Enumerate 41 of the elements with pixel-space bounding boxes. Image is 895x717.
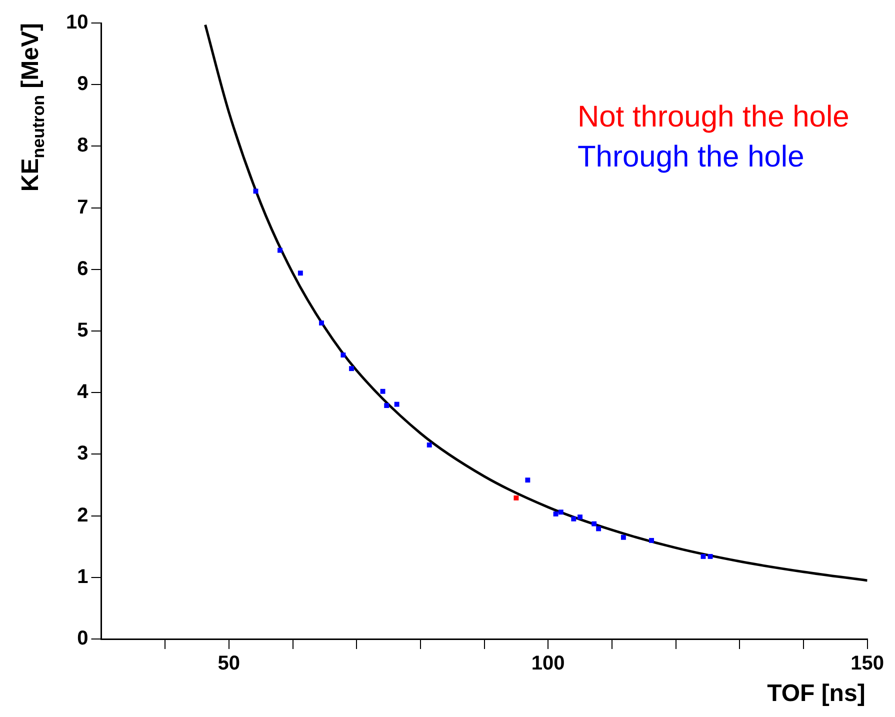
point <box>426 442 432 448</box>
x-tick-label: 100 <box>531 652 565 675</box>
point <box>592 521 597 526</box>
y-tick-label: 5 <box>77 320 88 342</box>
point <box>514 495 519 500</box>
point <box>253 188 258 194</box>
text: Not through the hole <box>577 100 850 134</box>
y-tick-label: 8 <box>77 134 88 157</box>
point <box>649 538 654 543</box>
y-tick-label: 10 <box>66 12 88 34</box>
point <box>298 270 303 276</box>
text: Through the hole <box>577 140 804 174</box>
point <box>558 510 564 515</box>
point <box>553 511 558 516</box>
point <box>380 388 386 394</box>
y-tick-label: 6 <box>77 258 88 280</box>
point <box>571 516 576 522</box>
point <box>620 534 626 540</box>
point <box>278 248 282 253</box>
point <box>525 478 530 483</box>
y-tick-label: 3 <box>77 442 88 465</box>
y-tick-label: 1 <box>77 566 88 588</box>
line-series <box>204 24 868 582</box>
point <box>349 366 354 372</box>
y-tick-label: 2 <box>77 504 88 526</box>
x-tick-label: 50 <box>218 652 240 675</box>
y-tick-label: 9 <box>77 73 88 96</box>
point <box>319 320 324 326</box>
y-tick-label: 7 <box>77 196 88 218</box>
x-axis-title: TOF [ns] <box>767 680 866 707</box>
point <box>596 526 602 532</box>
point <box>708 554 713 559</box>
point <box>700 554 706 559</box>
y-tick-label: 4 <box>77 381 90 404</box>
point <box>384 403 390 408</box>
y-axis-title: KEneutron [MeV] <box>17 23 48 192</box>
point <box>578 514 583 520</box>
x-tick-label: 150 <box>850 652 884 675</box>
point <box>340 352 346 358</box>
y-tick-label: 0 <box>77 628 88 650</box>
point <box>394 402 400 407</box>
